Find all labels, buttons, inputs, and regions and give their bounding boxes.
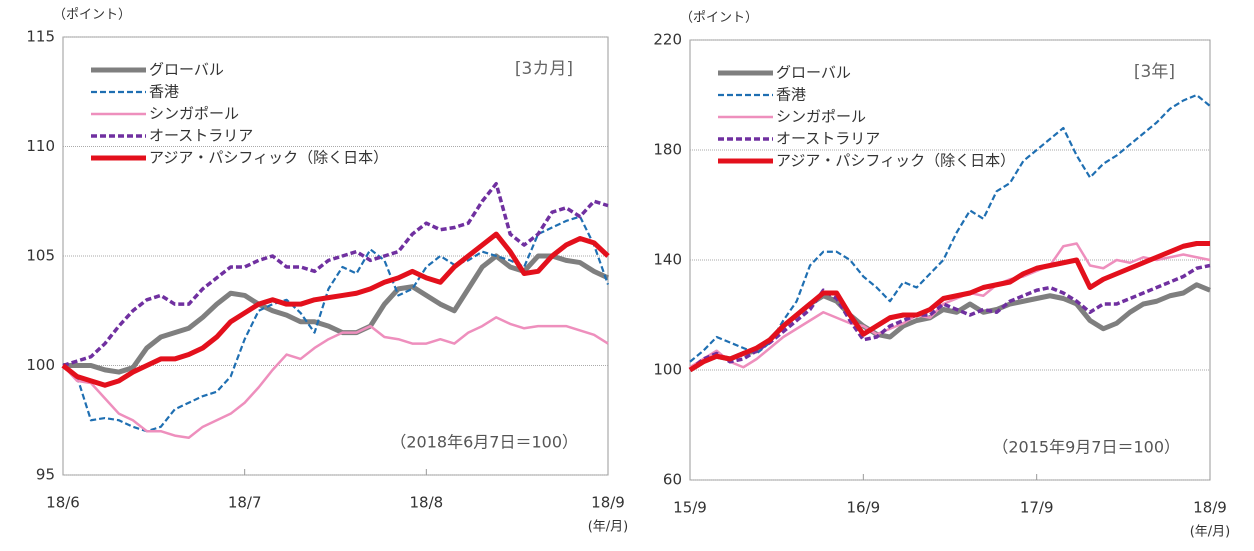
y-tick-label: 180 [653,141,682,159]
y-tick-label: 95 [36,466,55,484]
y-tick-label: 115 [26,28,55,46]
y-tick-label: 110 [26,137,55,155]
x-tick-label: 18/8 [409,494,443,512]
y-tick-label: 100 [26,356,55,374]
period-label: [3年] [1134,62,1175,82]
series-line [63,253,610,375]
note: （2015年9月7日＝100） [992,438,1180,457]
legend-label: アジア・パシフィック（除く日本） [149,149,388,167]
legend-label: グローバル [149,61,224,79]
legend-label: シンガポール [149,105,239,123]
legend-label: オーストラリア [149,127,253,145]
period-label: [3カ月] [515,59,573,79]
x-tick-label: 17/9 [1020,499,1054,517]
series-line [62,215,610,433]
y-tick-label: 60 [663,471,682,489]
y-axis-label: （ポイント） [53,8,131,23]
series-line [688,263,1211,372]
legend-label: 香港 [149,83,179,101]
series-line [62,181,609,368]
x-axis-label: (年/月) [1190,525,1231,540]
legend-label: 香港 [776,86,806,104]
x-tick-label: 16/9 [846,499,880,517]
y-axis-label: （ポイント） [680,11,758,26]
x-tick-label: 18/6 [46,494,80,512]
series-line [688,241,1210,373]
y-tick-label: 100 [653,361,682,379]
y-tick-label: 140 [653,251,682,269]
x-axis-label: (年/月) [588,520,629,535]
series-line [689,93,1211,363]
x-tick-label: 18/9 [591,494,625,512]
y-tick-label: 105 [26,247,55,265]
x-tick-label: 15/9 [673,499,707,517]
legend-label: グローバル [776,64,851,82]
y-tick-label: 220 [653,31,682,49]
legend-label: シンガポール [776,108,866,126]
x-tick-label: 18/9 [1193,499,1227,517]
note: （2018年6月7日＝100） [390,433,578,452]
legend-label: オーストラリア [776,130,880,148]
x-tick-label: 18/7 [228,494,262,512]
series-line [689,242,1211,369]
legend-label: アジア・パシフィック（除く日本） [776,152,1015,170]
series-line [62,316,609,440]
series-line [61,231,610,388]
